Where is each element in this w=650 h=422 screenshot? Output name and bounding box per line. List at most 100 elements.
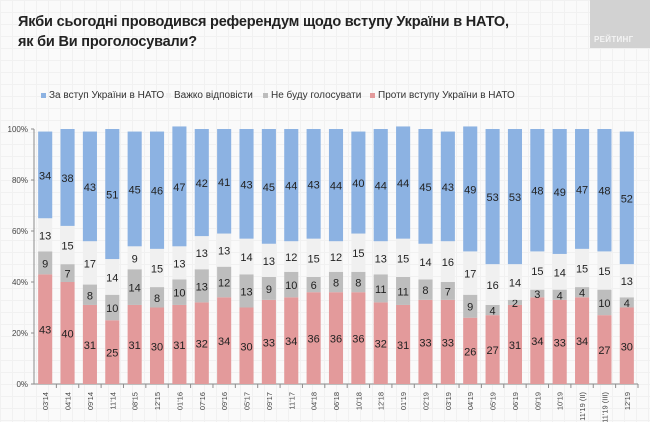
bar-segment <box>38 131 53 219</box>
legend: За вступ України в НАТО Важко відповісти… <box>0 90 650 104</box>
data-label: 2 <box>512 298 518 310</box>
data-label: 51 <box>106 190 118 202</box>
bar-segment <box>463 251 478 295</box>
data-label: 13 <box>621 276 633 288</box>
data-label: 41 <box>218 177 230 189</box>
data-label: 47 <box>173 182 185 194</box>
y-tick-label: 80% <box>12 176 28 185</box>
y-tick-label: 0% <box>16 380 28 389</box>
data-label: 14 <box>106 272 118 284</box>
data-label: 9 <box>42 258 48 270</box>
bar-segment <box>351 131 366 234</box>
bar-segment <box>485 304 500 316</box>
data-label: 17 <box>84 258 96 270</box>
data-label: 4 <box>624 298 630 310</box>
data-label: 48 <box>598 186 610 198</box>
data-label: 44 <box>375 181 387 193</box>
data-label: 10 <box>106 303 118 315</box>
data-label: 15 <box>308 253 320 265</box>
data-label: 4 <box>490 306 496 318</box>
data-label: 42 <box>196 178 208 190</box>
bar-segment <box>149 287 165 308</box>
data-label: 43 <box>84 182 96 194</box>
bar-segment <box>306 292 321 384</box>
bar-segment <box>239 307 254 384</box>
data-label: 44 <box>330 181 342 193</box>
bar-segment <box>261 299 276 384</box>
bar-segment <box>328 292 344 384</box>
x-tick-label: 05'19 <box>489 392 498 410</box>
bar-segment <box>217 266 232 298</box>
data-label: 8 <box>87 290 93 302</box>
bar-segment <box>194 129 209 237</box>
bar-segment <box>127 131 142 247</box>
legend-label-against: Проти вступу України в НАТО <box>378 90 515 101</box>
bar-segment <box>105 129 120 260</box>
bar-segment <box>172 126 187 247</box>
bar-segment <box>396 276 411 305</box>
data-label: 49 <box>554 187 566 199</box>
data-label: 34 <box>576 336 588 348</box>
bar-segment <box>530 297 545 384</box>
bar-segment <box>60 129 75 226</box>
bar-segment <box>351 233 366 272</box>
bar-segment <box>619 307 634 384</box>
x-tick-label: 11'19 (ІІІ) <box>600 391 609 422</box>
bar-segment <box>597 251 612 290</box>
data-label: 12 <box>218 278 230 290</box>
bar-segment <box>373 129 388 242</box>
legend-item-hard-to-say: Важко відповісти <box>166 90 253 101</box>
data-label: 31 <box>129 340 141 352</box>
bar-segment <box>82 241 97 285</box>
x-tick-label: 08'15 <box>131 392 140 410</box>
data-label: 49 <box>464 184 476 196</box>
data-label: 15 <box>61 241 73 253</box>
bar-segment <box>82 131 97 242</box>
bar-segment <box>507 299 523 305</box>
data-label: 10 <box>598 298 610 310</box>
legend-swatch-for <box>41 93 46 98</box>
data-label: 33 <box>554 337 566 349</box>
bar-segment <box>485 315 500 384</box>
bar-segment <box>396 304 411 384</box>
x-tick-label: 10'18 <box>354 392 363 410</box>
bar-segment <box>172 279 187 305</box>
bar-segment <box>82 284 97 305</box>
bar-segment <box>507 264 523 300</box>
logo-text: РЕЙТИНГ <box>594 35 634 44</box>
data-label: 27 <box>486 345 498 357</box>
data-label: 40 <box>61 329 73 341</box>
data-label: 11 <box>375 284 386 296</box>
bar-segment <box>463 294 478 318</box>
x-tick-label: 11'17 <box>287 392 296 410</box>
data-label: 8 <box>422 285 428 297</box>
data-label: 36 <box>330 334 342 346</box>
bar-segment <box>38 251 53 275</box>
data-label: 31 <box>173 340 185 352</box>
x-tick-label: 09'19 <box>533 392 542 410</box>
data-label: 16 <box>442 257 454 269</box>
legend-item-wont-vote: Не буду голосувати <box>263 90 361 101</box>
data-label: 33 <box>442 337 454 349</box>
bar-segment <box>38 218 53 252</box>
x-tick-label: 11'19 (ІІ) <box>578 392 587 421</box>
bar-segment <box>373 302 388 384</box>
legend-swatch-against <box>370 93 375 98</box>
x-tick-label: 05'17 <box>243 392 252 410</box>
bar-segment <box>172 304 187 384</box>
data-label: 46 <box>151 186 163 198</box>
bar-segment <box>440 131 455 242</box>
bar-segment <box>597 289 612 316</box>
bar-segment <box>373 241 388 275</box>
bar-segment <box>239 238 254 275</box>
data-label: 36 <box>308 334 320 346</box>
bar-segment <box>485 129 500 265</box>
bar-segment <box>328 271 344 293</box>
bar-segment <box>194 302 209 384</box>
data-label: 14 <box>554 267 566 279</box>
bar-segment <box>396 126 411 239</box>
data-label: 16 <box>486 280 498 292</box>
data-label: 13 <box>196 248 208 260</box>
data-label: 7 <box>445 286 451 298</box>
